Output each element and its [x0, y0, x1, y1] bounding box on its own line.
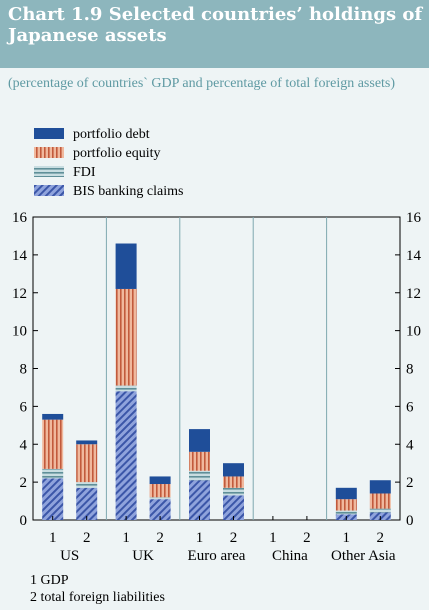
y-tick-label-left: 10	[12, 324, 27, 340]
x-bar-label: 1	[122, 530, 130, 546]
bar-segment-fdi	[42, 468, 64, 479]
bar-segment-fdi	[369, 508, 391, 513]
y-tick-label-right: 12	[406, 286, 421, 302]
legend-swatch-fdi	[34, 166, 64, 177]
legend-swatch-bis	[34, 185, 64, 196]
footnote: 2 total foreign liabilities	[30, 590, 165, 605]
bar-segment-portfolio_debt	[369, 480, 391, 494]
x-bar-label: 2	[156, 530, 164, 546]
chart-subtitle: (percentage of countries` GDP and percen…	[8, 76, 396, 91]
x-group-label: Euro area	[188, 548, 246, 564]
chart-title: Chart 1.9 Selected countries’ holdings o…	[8, 4, 423, 46]
legend-label-fdi: FDI	[73, 165, 96, 180]
y-tick-label-left: 4	[20, 437, 28, 453]
legend-label-portfolio_equity: portfolio equity	[73, 146, 161, 161]
x-bar-label: 2	[303, 530, 311, 546]
bar-segment-portfolio_equity	[335, 499, 357, 511]
bar-segment-bis	[223, 495, 244, 520]
bar-segment-portfolio_equity	[223, 476, 244, 488]
bar-segment-fdi	[149, 497, 171, 500]
bar-segment-bis	[42, 478, 64, 520]
bar-segment-portfolio_equity	[76, 444, 98, 483]
y-tick-label-left: 12	[12, 286, 27, 302]
y-tick-label-right: 0	[406, 513, 414, 529]
legend-swatch-portfolio_debt	[34, 128, 64, 139]
y-tick-label-right: 8	[406, 362, 414, 378]
y-tick-label-left: 16	[12, 210, 28, 226]
y-tick-label-left: 8	[20, 362, 28, 378]
x-bar-label: 1	[343, 530, 351, 546]
x-bar-label: 1	[49, 530, 57, 546]
legend-swatch-portfolio_equity	[34, 147, 64, 158]
legend: portfolio debt portfolio equity FDI BIS ban…	[34, 127, 183, 199]
title-bar	[0, 0, 429, 68]
legend-label-portfolio_debt: portfolio debt	[73, 127, 150, 142]
bar-segment-portfolio_debt	[189, 429, 210, 452]
y-tick-label-left: 6	[20, 399, 28, 415]
y-tick-label-right: 16	[406, 210, 422, 226]
bar-segment-fdi	[115, 385, 137, 392]
bar-segment-portfolio_debt	[76, 440, 98, 445]
x-group-label: China	[272, 548, 308, 564]
y-tick-label-right: 10	[406, 324, 421, 340]
bar-segment-portfolio_equity	[369, 493, 391, 509]
footnotes: 1 GDP 2 total foreign liabilities	[30, 573, 165, 605]
bar-segment-portfolio_equity	[149, 484, 171, 498]
bar-segment-bis	[76, 487, 98, 520]
bar-segment-bis	[149, 499, 171, 520]
bar-segment-portfolio_debt	[335, 487, 357, 500]
bar-segment-fdi	[189, 470, 210, 481]
bar-segment-portfolio_equity	[189, 451, 210, 471]
y-tick-label-left: 14	[12, 248, 28, 264]
bar-segment-portfolio_debt	[42, 413, 64, 420]
x-bar-label: 1	[269, 530, 277, 546]
y-tick-label-right: 2	[406, 475, 414, 491]
bar-segment-bis	[115, 391, 137, 520]
bar-segment-portfolio_debt	[223, 463, 244, 477]
x-group-label: Other Asia	[331, 548, 396, 564]
x-bar-label: 1	[196, 530, 204, 546]
bar-segment-portfolio_equity	[42, 419, 64, 469]
bar-segment-fdi	[335, 510, 357, 515]
y-tick-label-left: 2	[20, 475, 28, 491]
bar-segment-portfolio_equity	[115, 288, 137, 386]
x-bar-label: 2	[83, 530, 91, 546]
x-group-label: UK	[132, 548, 154, 564]
bar-segment-fdi	[76, 482, 98, 488]
y-tick-label-left: 0	[20, 513, 28, 529]
bar-segment-fdi	[223, 487, 244, 496]
x-bar-label: 2	[230, 530, 238, 546]
y-tick-label-right: 4	[406, 437, 414, 453]
bar-segment-portfolio_debt	[115, 243, 137, 289]
bar-segment-portfolio_debt	[149, 476, 171, 485]
footnote: 1 GDP	[30, 573, 69, 588]
x-bar-label: 2	[377, 530, 385, 546]
x-group-label: US	[60, 548, 79, 564]
bar-segment-bis	[189, 480, 210, 520]
y-tick-label-right: 14	[406, 248, 422, 264]
y-tick-label-right: 6	[406, 399, 414, 415]
legend-label-bis: BIS banking claims	[73, 184, 183, 199]
